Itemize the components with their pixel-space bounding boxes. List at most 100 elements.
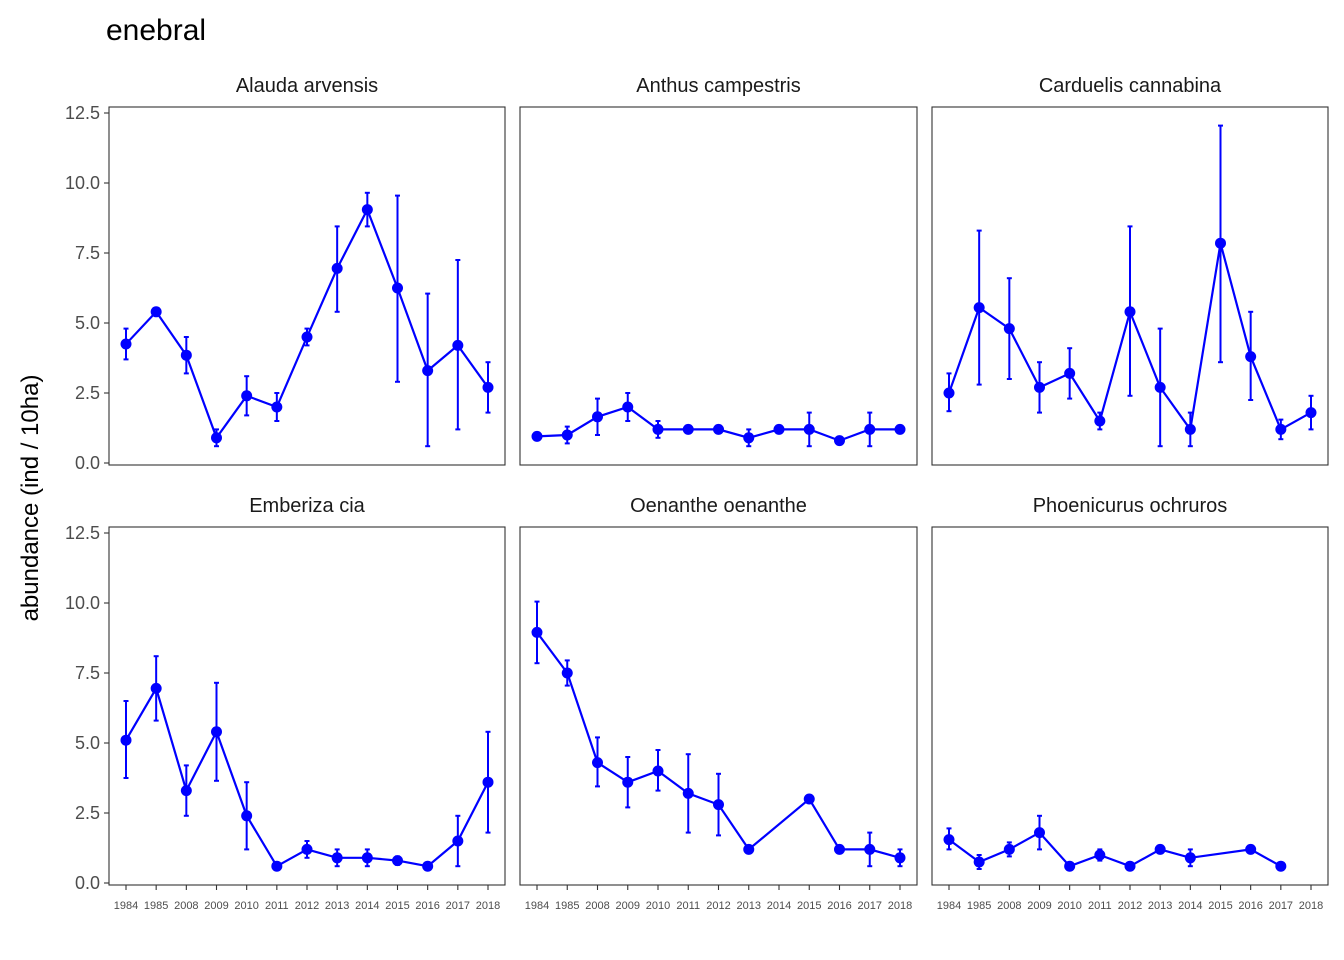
panel-title: Oenanthe oenanthe [630, 495, 807, 517]
data-point [834, 843, 845, 855]
data-point [531, 626, 543, 638]
data-point [452, 835, 464, 847]
data-point [1275, 860, 1287, 872]
data-point [180, 349, 192, 361]
x-tick-label: 2013 [737, 900, 761, 912]
y-tick-label: 10.0 [65, 593, 100, 613]
x-tick-label: 2013 [325, 900, 349, 912]
x-tick-label: 2011 [265, 900, 289, 912]
x-tick-label: 2015 [797, 900, 821, 912]
data-point [561, 667, 573, 679]
panel-border [519, 106, 918, 466]
panel: Carduelis cannabina [931, 75, 1329, 466]
data-point [271, 860, 283, 872]
data-point [271, 401, 283, 413]
data-point [682, 423, 694, 435]
x-tick-label: 2011 [676, 900, 700, 912]
data-point [1064, 367, 1076, 379]
x-tick-label: 2018 [888, 900, 912, 912]
data-point [1034, 381, 1045, 393]
x-tick-label: 2016 [415, 900, 439, 912]
data-point [1124, 306, 1136, 318]
data-point [864, 423, 876, 435]
data-point [682, 787, 694, 799]
data-point [1275, 423, 1287, 435]
x-tick-label: 2009 [616, 900, 640, 912]
data-point [622, 776, 634, 788]
x-tick-label: 2012 [706, 900, 730, 912]
panel-title: Phoenicurus ochruros [1033, 495, 1228, 517]
x-tick-label: 2012 [295, 900, 319, 912]
data-point [301, 331, 313, 343]
panel-border [931, 526, 1329, 886]
data-point [150, 682, 162, 694]
panel: Oenanthe oenanthe 1984 1985 2008 2009 2010 201… [519, 495, 918, 912]
data-point [241, 390, 253, 402]
x-tick-label: 2011 [1088, 900, 1112, 912]
data-point [834, 435, 845, 447]
x-tick-label: 2017 [858, 900, 882, 912]
x-tick-label: 2010 [234, 900, 258, 912]
data-point [392, 282, 403, 294]
x-tick-label: 2008 [174, 900, 198, 912]
data-point [482, 776, 494, 788]
x-tick-label: 1984 [937, 900, 961, 912]
series-line [125, 685, 489, 868]
panel: Alauda arvensis 0.0 2.5 5.0 7.5 10.0 12.5 [65, 75, 506, 473]
data-point [531, 430, 543, 442]
data-point [331, 852, 343, 864]
data-point [803, 423, 815, 435]
data-point [361, 204, 373, 216]
x-tick-label: 2012 [1118, 900, 1142, 912]
x-tick-label: 1985 [144, 900, 168, 912]
panel-border [931, 106, 1329, 466]
data-point [422, 365, 434, 377]
x-tick-label: 2008 [585, 900, 609, 912]
data-point [1154, 381, 1166, 393]
panel-border [108, 106, 506, 466]
x-tick-label: 2010 [1057, 900, 1081, 912]
panel-title: Emberiza cia [249, 495, 365, 517]
x-tick-label: 2018 [476, 900, 500, 912]
x-tick-label: 2009 [1027, 900, 1051, 912]
data-point [1215, 237, 1226, 249]
x-tick-label: 2016 [827, 900, 851, 912]
data-point [973, 856, 985, 868]
x-tick-label: 2014 [1178, 900, 1202, 912]
data-point [561, 429, 573, 441]
data-point [713, 799, 724, 811]
panel: Anthus campestris [519, 75, 918, 466]
y-tick-label: 5.0 [75, 313, 100, 333]
data-point [150, 306, 162, 318]
data-point [361, 852, 373, 864]
data-point [301, 843, 313, 855]
data-point [1064, 860, 1076, 872]
data-point [1094, 849, 1106, 861]
panel: Emberiza cia 0.0 2.5 5.0 7.5 10.0 12.5 1984 1985… [65, 495, 506, 912]
x-tick-label: 2008 [997, 900, 1021, 912]
x-tick-label: 2017 [446, 900, 470, 912]
chart-title: enebral [106, 14, 206, 47]
data-point [652, 423, 664, 435]
data-point [943, 387, 955, 399]
x-tick-label: 2017 [1269, 900, 1293, 912]
series-line [948, 831, 1282, 868]
y-tick-label: 7.5 [75, 243, 100, 263]
data-point [241, 810, 253, 822]
data-point [452, 339, 464, 351]
y-tick-label: 7.5 [75, 663, 100, 683]
x-tick-label: 1985 [967, 900, 991, 912]
data-point [592, 411, 603, 423]
data-point [973, 302, 985, 314]
x-tick-label: 1984 [114, 900, 138, 912]
data-point [422, 860, 434, 872]
data-point [1003, 323, 1015, 335]
data-point [1245, 843, 1257, 855]
data-point [180, 785, 192, 797]
y-tick-label: 0.0 [75, 453, 100, 473]
y-tick-label: 12.5 [65, 523, 100, 543]
data-point [1094, 415, 1106, 427]
x-tick-label: 2018 [1299, 900, 1323, 912]
y-tick-label: 0.0 [75, 873, 100, 893]
